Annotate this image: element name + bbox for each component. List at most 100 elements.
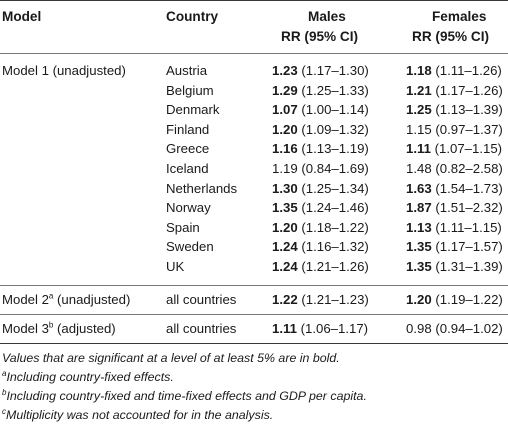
model2-males-ci: (1.21–1.23)	[301, 292, 369, 307]
males-rr-value: 1.30	[272, 181, 298, 196]
females-ci-value: (1.17–1.57)	[435, 239, 503, 254]
table-top-rule	[0, 0, 508, 1]
header-females: Females	[432, 9, 487, 24]
header-males-rr: RR (95% CI)	[281, 29, 359, 44]
males-rr-value: 1.24	[272, 239, 298, 254]
model1-males-cell: 1.20 (1.09–1.32)	[272, 122, 369, 138]
model1-females-cell: 1.13 (1.11–1.15)	[406, 220, 502, 236]
females-ci-value: (1.07–1.15)	[434, 141, 503, 156]
males-ci-value: (1.17–1.30)	[301, 63, 369, 78]
males-ci-value: (1.25–1.34)	[301, 181, 369, 196]
males-rr-value: 1.24	[272, 259, 298, 274]
model3-females: 0.98 (0.94–1.02)	[406, 321, 503, 337]
model1-females-cell: 1.48 (0.82–2.58)	[406, 161, 503, 177]
males-ci-value: (1.21–1.26)	[301, 259, 369, 274]
females-rr-value: 1.87	[406, 200, 432, 215]
model1-females-cell: 1.15 (0.97–1.37)	[406, 122, 503, 138]
model1-males-cell: 1.20 (1.18–1.22)	[272, 220, 369, 236]
model1-females-cell: 1.35 (1.17–1.57)	[406, 239, 503, 255]
model1-females-cell: 1.18 (1.11–1.26)	[406, 63, 502, 79]
model1-males-cell: 1.24 (1.16–1.32)	[272, 239, 369, 255]
model1-males-cell: 1.29 (1.25–1.33)	[272, 83, 369, 99]
females-rr-value: 1.63	[406, 181, 432, 196]
model1-country-cell: UK	[166, 259, 185, 274]
model2-females-ci: (1.19–1.22)	[435, 292, 503, 307]
model1-country-cell: Iceland	[166, 161, 209, 176]
header-females-rr: RR (95% CI)	[412, 29, 490, 44]
females-rr-value: 1.35	[406, 259, 432, 274]
males-rr-value: 1.35	[272, 200, 298, 215]
model2-males: 1.22 (1.21–1.23)	[272, 292, 369, 308]
females-rr-value: 1.25	[406, 102, 432, 117]
header-model: Model	[2, 9, 42, 24]
model1-males-cell: 1.30 (1.25–1.34)	[272, 181, 369, 197]
model1-rule	[0, 285, 508, 286]
females-rr-value: 1.11	[406, 141, 431, 156]
model3-country: all countries	[166, 321, 237, 336]
females-ci-value: (0.82–2.58)	[435, 161, 503, 176]
model2-rule	[0, 314, 508, 315]
males-rr-value: 1.20	[272, 220, 298, 235]
females-ci-value: (1.11–1.26)	[435, 63, 502, 78]
model1-country-cell: Sweden	[166, 239, 214, 254]
model1-country-cell: Norway	[166, 200, 211, 215]
females-rr-value: 1.18	[406, 63, 432, 78]
females-rr-value: 1.13	[406, 220, 432, 235]
model1-females-cell: 1.11 (1.07–1.15)	[406, 141, 502, 157]
model3-males: 1.11 (1.06–1.17)	[272, 321, 368, 337]
model2-footnote-mark: a	[48, 291, 54, 301]
table-footnotes: Values that are significant at a level o…	[2, 349, 506, 425]
model1-females-cell: 1.25 (1.13–1.39)	[406, 102, 503, 118]
model3-females-rr: 0.98	[406, 321, 432, 336]
model1-males-cell: 1.23 (1.17–1.30)	[272, 63, 369, 79]
model1-males-cell: 1.35 (1.24–1.46)	[272, 200, 369, 216]
females-ci-value: (1.51–2.32)	[435, 200, 503, 215]
model3-males-rr: 1.11	[272, 321, 297, 336]
model1-country-cell: Greece	[166, 141, 210, 156]
females-ci-value: (1.11–1.15)	[435, 220, 502, 235]
model1-country-cell: Spain	[166, 220, 200, 235]
males-rr-value: 1.07	[272, 102, 298, 117]
model1-country-cell: Belgium	[166, 83, 214, 98]
model3-males-ci: (1.06–1.17)	[300, 321, 369, 336]
model2-label: Model 2a (unadjusted)	[2, 291, 131, 307]
model1-label: Model 1 (unadjusted)	[2, 63, 126, 78]
model1-males-cell: 1.16 (1.13–1.19)	[272, 141, 369, 157]
model2-country: all countries	[166, 292, 237, 307]
model1-country-cell: Finland	[166, 122, 210, 137]
females-rr-value: 1.21	[406, 83, 432, 98]
males-ci-value: (0.84–1.69)	[301, 161, 369, 176]
header-males: Males	[308, 9, 346, 24]
males-rr-value: 1.16	[272, 141, 298, 156]
model1-males-cell: 1.24 (1.21–1.26)	[272, 259, 369, 275]
header-country: Country	[166, 9, 219, 24]
males-rr-value: 1.23	[272, 63, 298, 78]
males-ci-value: (1.16–1.32)	[301, 239, 369, 254]
model1-country-cell: Austria	[166, 63, 208, 78]
header-rule	[0, 53, 508, 54]
model3-label: Model 3b (adjusted)	[2, 320, 116, 336]
males-rr-value: 1.19	[272, 161, 298, 176]
females-ci-value: (1.17–1.26)	[435, 83, 503, 98]
males-ci-value: (1.13–1.19)	[301, 141, 369, 156]
females-rr-value: 1.48	[406, 161, 432, 176]
footnote-significance: Values that are significant at a level o…	[2, 351, 340, 365]
model1-males-cell: 1.19 (0.84–1.69)	[272, 161, 369, 177]
model1-females-cell: 1.35 (1.31–1.39)	[406, 259, 503, 275]
females-ci-value: (1.31–1.39)	[435, 259, 503, 274]
males-ci-value: (1.09–1.32)	[301, 122, 369, 137]
table-bottom-rule	[0, 343, 508, 344]
females-ci-value: (1.54–1.73)	[435, 181, 503, 196]
females-ci-value: (1.13–1.39)	[435, 102, 503, 117]
footnote-a: aIncluding country-fixed effects.	[2, 368, 174, 384]
footnote-c: cMultiplicity was not accounted for in t…	[2, 406, 274, 422]
model3-footnote-mark: b	[48, 320, 54, 330]
model2-females: 1.20 (1.19–1.22)	[406, 292, 503, 308]
model3-females-ci: (0.94–1.02)	[435, 321, 503, 336]
model2-females-rr: 1.20	[406, 292, 432, 307]
model1-males-cell: 1.07 (1.00–1.14)	[272, 102, 369, 118]
females-rr-value: 1.15	[406, 122, 432, 137]
model1-females-cell: 1.21 (1.17–1.26)	[406, 83, 503, 99]
males-ci-value: (1.24–1.46)	[301, 200, 369, 215]
males-ci-value: (1.18–1.22)	[301, 220, 369, 235]
